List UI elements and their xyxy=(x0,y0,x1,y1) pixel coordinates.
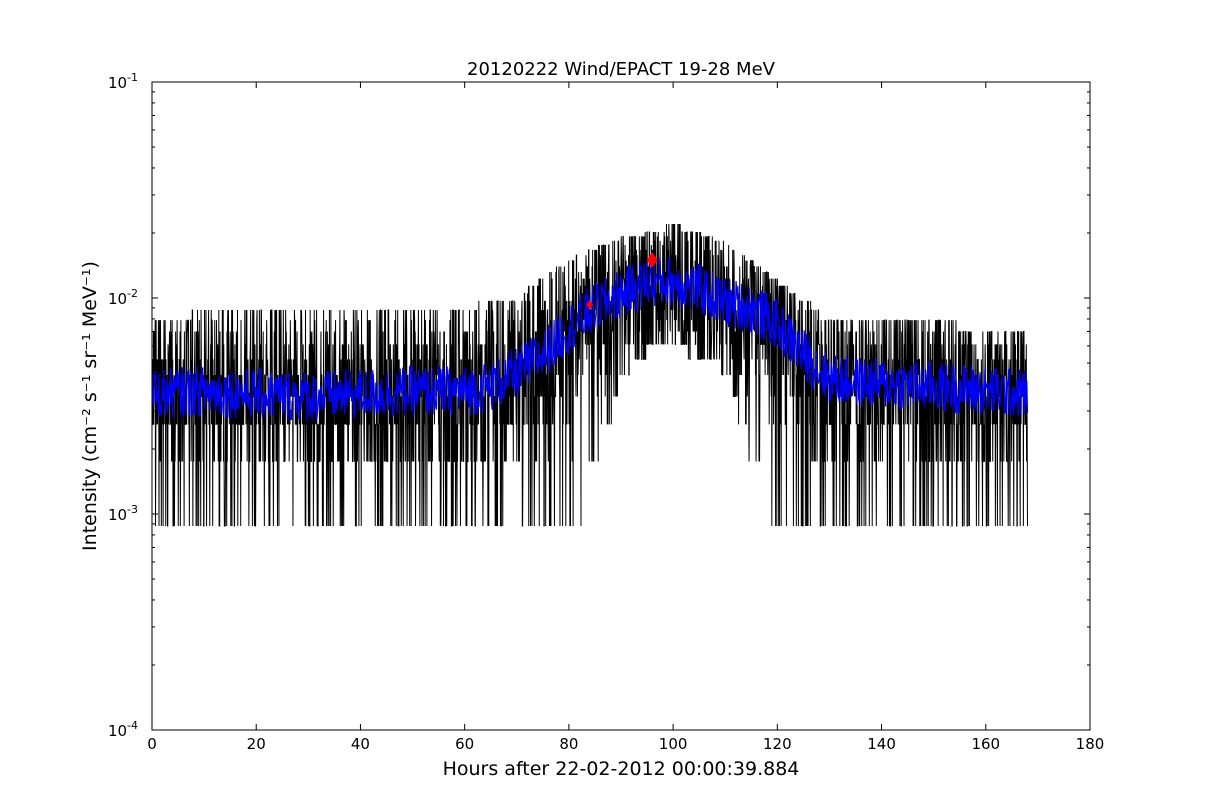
y-tick-label: 10-1 xyxy=(108,71,138,92)
marker-layer xyxy=(586,252,658,310)
peak-marker xyxy=(586,299,594,310)
series-layer xyxy=(152,224,1029,527)
series-raw-line xyxy=(152,224,1028,527)
x-tick-label: 120 xyxy=(763,735,792,753)
x-tick-label: 0 xyxy=(147,735,157,753)
chart-title: 20120222 Wind/EPACT 19-28 MeV xyxy=(467,59,776,80)
x-tick-label: 20 xyxy=(247,735,266,753)
y-tick-label: 10-4 xyxy=(108,719,138,740)
x-tick-label: 100 xyxy=(659,735,688,753)
plot-frame xyxy=(151,81,1091,731)
peak-marker xyxy=(646,252,658,268)
y-tick-label: 10-2 xyxy=(108,287,138,308)
x-tick-label: 40 xyxy=(351,735,370,753)
x-tick-label: 180 xyxy=(1076,735,1105,753)
x-tick-label: 80 xyxy=(559,735,578,753)
x-axis-label: Hours after 22-02-2012 00:00:39.884 xyxy=(443,758,800,780)
y-axis: 10-4 10-3 10-2 10-1 xyxy=(108,71,1090,740)
x-tick-label: 60 xyxy=(455,735,474,753)
plot-area xyxy=(152,224,1029,527)
y-tick-label: 10-3 xyxy=(108,503,138,524)
x-axis: 0 20 40 60 80 100 120 140 160 180 xyxy=(147,82,1104,753)
x-tick-label: 140 xyxy=(867,735,896,753)
y-axis-label: Intensity (cm⁻² s⁻¹ sr⁻¹ MeV⁻¹) xyxy=(79,261,101,551)
series-smoothed-line xyxy=(152,257,1029,422)
x-tick-label: 160 xyxy=(971,735,1000,753)
